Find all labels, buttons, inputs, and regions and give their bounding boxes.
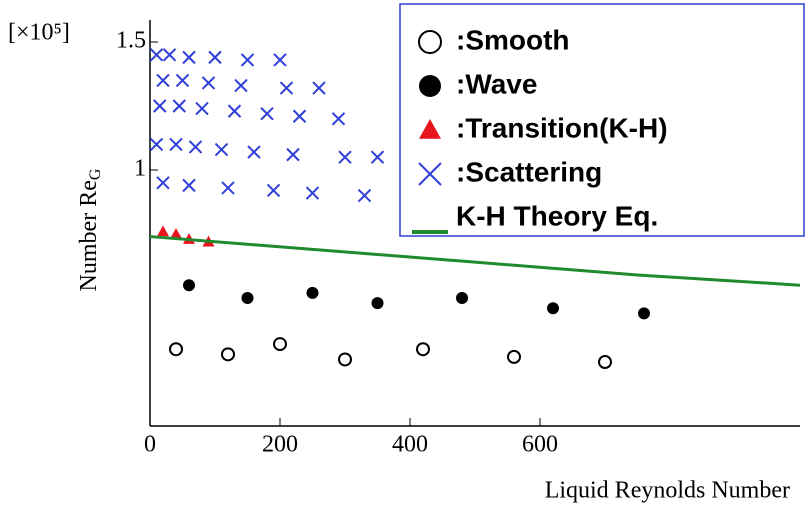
legend-label: :Smooth <box>456 24 570 55</box>
point <box>339 353 351 365</box>
point <box>196 103 208 115</box>
x-tick-label: 0 <box>144 432 156 458</box>
point <box>164 49 176 61</box>
point <box>333 113 345 125</box>
point <box>190 141 202 153</box>
point <box>173 100 185 112</box>
legend-swatch <box>419 75 441 97</box>
point <box>274 54 286 66</box>
point <box>638 307 650 319</box>
theory-line <box>150 237 800 286</box>
point <box>313 82 325 94</box>
point <box>547 302 559 314</box>
point <box>157 74 169 86</box>
point <box>261 108 273 120</box>
y-multiplier: [×10⁵] <box>8 20 70 46</box>
point <box>222 182 234 194</box>
point <box>372 297 384 309</box>
point <box>242 292 254 304</box>
legend-label: :Wave <box>456 68 537 99</box>
point <box>203 77 215 89</box>
point <box>157 177 169 189</box>
point <box>599 356 611 368</box>
point <box>222 348 234 360</box>
legend-label: K-H Theory Eq. <box>456 200 658 231</box>
point <box>209 51 221 63</box>
point <box>177 74 189 86</box>
point <box>151 138 163 150</box>
point <box>339 151 351 163</box>
x-tick-label: 200 <box>262 432 298 458</box>
point <box>183 51 195 63</box>
point <box>456 292 468 304</box>
point <box>235 80 247 92</box>
point <box>157 225 169 236</box>
point <box>287 149 299 161</box>
point <box>294 110 306 122</box>
point <box>508 351 520 363</box>
point <box>307 187 319 199</box>
y-label-sub: G <box>87 168 104 180</box>
point <box>183 179 195 191</box>
legend-label: :Transition(K-H) <box>456 112 668 143</box>
x-tick-label: 600 <box>522 432 558 458</box>
legend: :Smooth :Wave :Transition(K-H) :Scattering K… <box>400 4 804 236</box>
point <box>281 82 293 94</box>
point <box>216 144 228 156</box>
chart: [×10⁵] Number ReG Liquid Reynolds Number… <box>0 0 807 513</box>
y-axis-label: Number ReG <box>76 168 104 291</box>
point <box>268 184 280 196</box>
point <box>359 190 371 202</box>
point <box>151 49 163 61</box>
point <box>248 146 260 158</box>
point <box>274 338 286 350</box>
y-tick-label: 1 <box>134 156 146 182</box>
legend-label: :Scattering <box>456 156 602 187</box>
x-tick-label: 400 <box>392 432 428 458</box>
point <box>183 279 195 291</box>
point <box>372 151 384 163</box>
point <box>242 54 254 66</box>
point <box>170 343 182 355</box>
point <box>307 287 319 299</box>
x-axis-label: Liquid Reynolds Number <box>545 478 790 504</box>
point <box>154 100 166 112</box>
point <box>229 105 241 117</box>
point <box>170 138 182 150</box>
y-label-main: Number Re <box>76 180 102 291</box>
point <box>417 343 429 355</box>
y-tick-label: 1.5 <box>116 28 146 54</box>
